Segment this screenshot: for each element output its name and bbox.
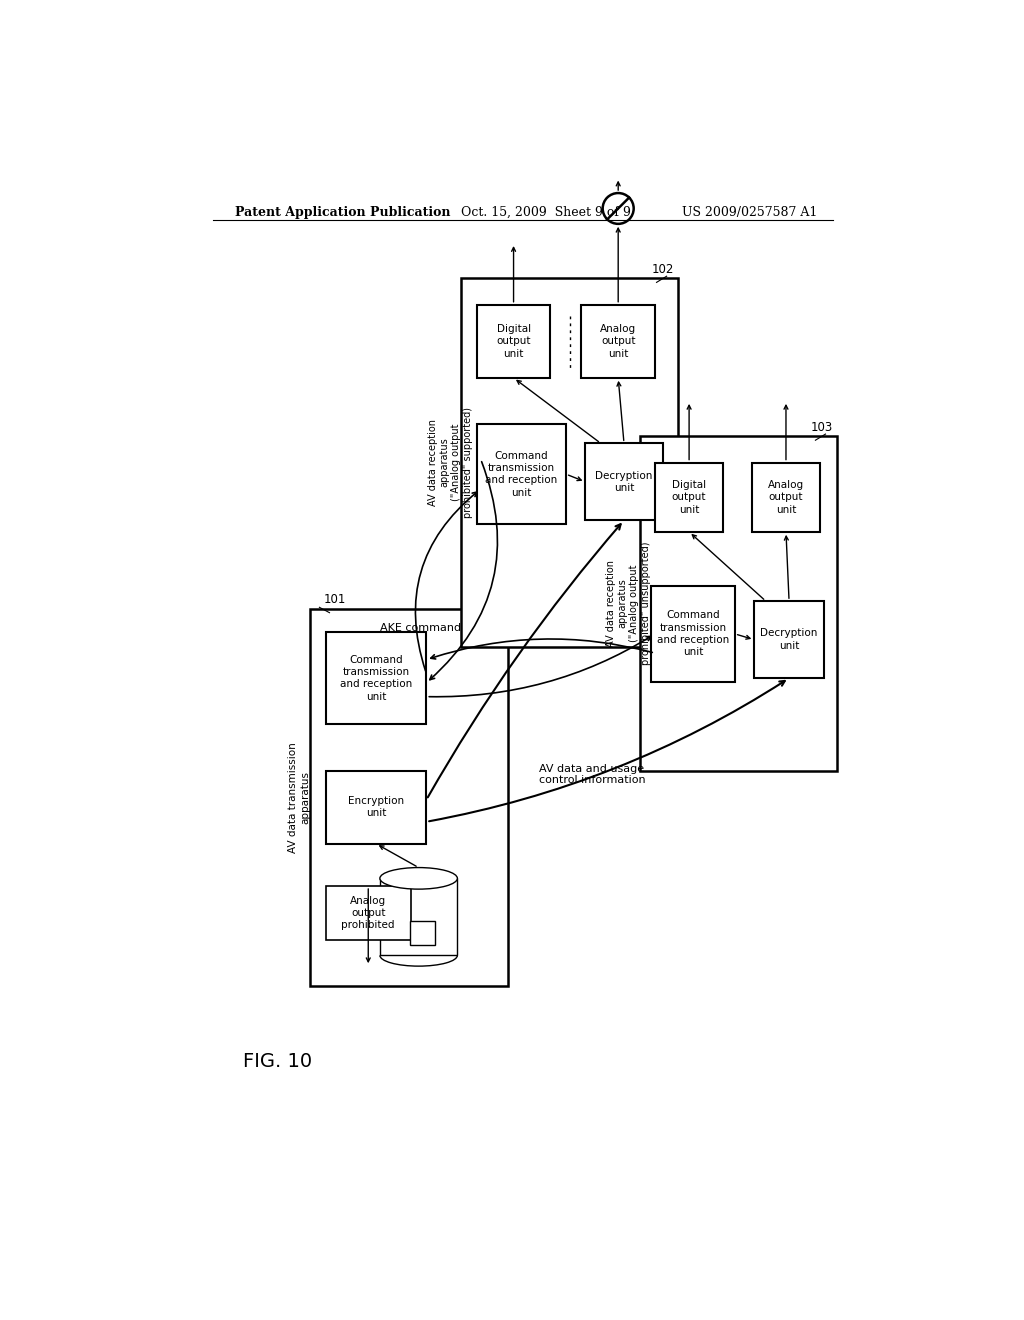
- Text: Analog
output
prohibited: Analog output prohibited: [341, 895, 395, 931]
- Text: Analog
output
unit: Analog output unit: [600, 323, 636, 359]
- Bar: [477, 305, 550, 378]
- Text: 103: 103: [811, 421, 834, 434]
- Bar: [380, 878, 458, 956]
- Text: AV data reception
apparatus
("Analog output
prohibited" unsupported): AV data reception apparatus ("Analog out…: [606, 541, 651, 665]
- Bar: [752, 462, 820, 532]
- Text: Patent Application Publication: Patent Application Publication: [234, 206, 451, 219]
- Bar: [640, 436, 838, 771]
- Text: 102: 102: [652, 263, 675, 276]
- Bar: [477, 424, 566, 524]
- Text: Analog
output
unit: Analog output unit: [768, 479, 804, 515]
- Text: Command
transmission
and reception
unit: Command transmission and reception unit: [485, 450, 557, 498]
- Text: Command
transmission
and reception
unit: Command transmission and reception unit: [340, 655, 412, 702]
- Text: Encryption
unit: Encryption unit: [348, 796, 404, 818]
- Bar: [582, 305, 655, 378]
- Text: AV data and usage
control information: AV data and usage control information: [539, 763, 645, 785]
- Text: Digital
output
unit: Digital output unit: [497, 323, 530, 359]
- Bar: [651, 586, 735, 682]
- Text: AV data reception
apparatus
("Analog output
prohibited" supported): AV data reception apparatus ("Analog out…: [428, 407, 473, 517]
- Text: Oct. 15, 2009  Sheet 9 of 9: Oct. 15, 2009 Sheet 9 of 9: [461, 206, 631, 219]
- Text: AV data transmission
apparatus: AV data transmission apparatus: [288, 742, 310, 853]
- Bar: [461, 277, 678, 647]
- Text: AKE command: AKE command: [380, 623, 461, 634]
- Bar: [586, 444, 663, 520]
- Bar: [410, 921, 435, 945]
- Text: Command
transmission
and reception
unit: Command transmission and reception unit: [656, 610, 729, 657]
- Bar: [655, 462, 723, 532]
- Ellipse shape: [380, 867, 458, 890]
- Bar: [326, 632, 426, 725]
- Text: 101: 101: [324, 593, 346, 606]
- Bar: [326, 771, 426, 843]
- Text: Digital
output
unit: Digital output unit: [672, 479, 707, 515]
- Text: Decryption
unit: Decryption unit: [595, 471, 652, 492]
- Bar: [326, 886, 411, 940]
- Text: Decryption
unit: Decryption unit: [761, 628, 818, 651]
- Text: FIG. 10: FIG. 10: [243, 1052, 312, 1071]
- Bar: [755, 601, 824, 678]
- Text: US 2009/0257587 A1: US 2009/0257587 A1: [682, 206, 818, 219]
- Bar: [310, 609, 508, 986]
